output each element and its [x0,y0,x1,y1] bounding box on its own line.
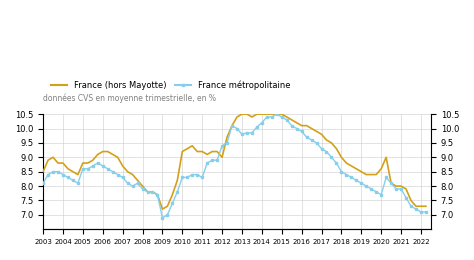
Text: données CVS en moyenne trimestrielle, en %: données CVS en moyenne trimestrielle, en… [43,93,216,103]
France métropolitaine [160,216,165,219]
France métropolitaine [65,176,71,179]
France métropolitaine [274,113,280,116]
France (hors Mayotte) [160,207,165,211]
France (hors Mayotte) [210,150,215,153]
France (hors Mayotte) [423,205,429,208]
France (hors Mayotte) [324,139,329,142]
France métropolitaine [105,167,110,170]
Line: France (hors Mayotte): France (hors Mayotte) [43,114,426,209]
France (hors Mayotte) [40,170,46,173]
France métropolitaine [210,159,215,162]
Legend: France (hors Mayotte), France métropolitaine: France (hors Mayotte), France métropolit… [47,77,294,93]
France métropolitaine [324,150,329,153]
France (hors Mayotte) [105,150,110,153]
France (hors Mayotte) [170,193,175,196]
France métropolitaine [40,182,46,185]
France (hors Mayotte) [244,113,250,116]
France (hors Mayotte) [239,113,245,116]
France (hors Mayotte) [65,167,71,170]
France métropolitaine [423,210,429,213]
France métropolitaine [239,133,245,136]
Line: France métropolitaine: France métropolitaine [42,113,427,219]
France métropolitaine [170,202,175,205]
